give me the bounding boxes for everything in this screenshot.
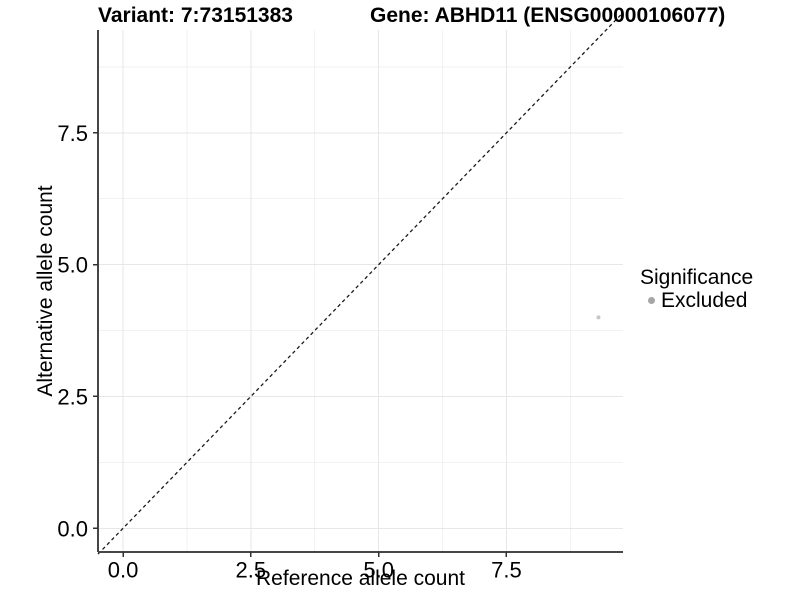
- legend: Significance Excluded: [640, 266, 753, 312]
- x-tick-label: 0.0: [108, 558, 139, 583]
- y-tick-label: 0.0: [57, 516, 88, 541]
- identity-line: [97, 12, 624, 555]
- plot-title-gene: Gene: ABHD11 (ENSG00000106077): [370, 4, 726, 27]
- y-axis-label: Alternative allele count: [34, 185, 57, 397]
- legend-item-excluded: Excluded: [640, 289, 753, 312]
- x-axis-label: Reference allele count: [256, 567, 465, 590]
- legend-title: Significance: [640, 266, 754, 289]
- x-tick-label: 2.5: [236, 558, 267, 583]
- legend-item-label: Excluded: [661, 289, 748, 312]
- y-tick-label: 5.0: [57, 253, 88, 278]
- y-tick-label: 2.5: [57, 384, 88, 409]
- plot-title-variant: Variant: 7:73151383: [98, 4, 293, 27]
- x-tick-label: 5.0: [363, 558, 394, 583]
- y-tick-label: 7.5: [57, 121, 88, 146]
- x-tick-label: 7.5: [491, 558, 522, 583]
- data-point-excluded: [596, 315, 601, 320]
- legend-key-dot: [648, 297, 655, 304]
